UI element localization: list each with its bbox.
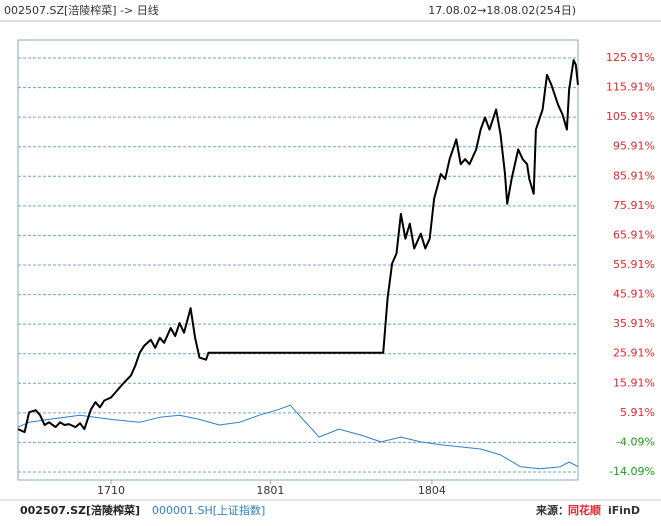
legend-index: 000001.SH[上证指数] [152, 503, 265, 517]
series-line [17, 404, 579, 470]
y-tick-label: 55.91% [613, 258, 655, 271]
plot-frame [17, 39, 579, 481]
y-tick-label: 95.91% [613, 140, 655, 153]
y-tick-label: 75.91% [613, 199, 655, 212]
y-tick-label: 15.91% [613, 376, 655, 389]
x-tick-label: 1710 [97, 484, 125, 497]
series-line [17, 59, 579, 434]
y-tick-label: 45.91% [613, 288, 655, 301]
y-tick-label: 125.91% [606, 51, 655, 64]
y-tick-label: 85.91% [613, 169, 655, 182]
y-tick-label: -4.09% [616, 435, 655, 448]
y-tick-label: 25.91% [613, 347, 655, 360]
header-title: 002507.SZ[涪陵榨菜] -> 日线 [4, 3, 159, 17]
y-tick-label: -14.09% [609, 465, 655, 478]
source-label: 来源： [535, 503, 569, 517]
x-tick-label: 1804 [418, 484, 446, 497]
y-tick-label: 105.91% [606, 110, 655, 123]
legend-stock: 002507.SZ[涪陵榨菜] [20, 503, 140, 517]
x-tick-label: 1801 [256, 484, 284, 497]
header-range: 17.08.02→18.08.02(254日) [428, 4, 576, 17]
source-brand: 同花顺 [568, 503, 601, 517]
source-product: iFinD [608, 504, 640, 517]
y-tick-label: 5.91% [620, 406, 655, 419]
y-tick-label: 65.91% [613, 228, 655, 241]
y-tick-label: 35.91% [613, 317, 655, 330]
y-tick-label: 115.91% [606, 81, 655, 94]
